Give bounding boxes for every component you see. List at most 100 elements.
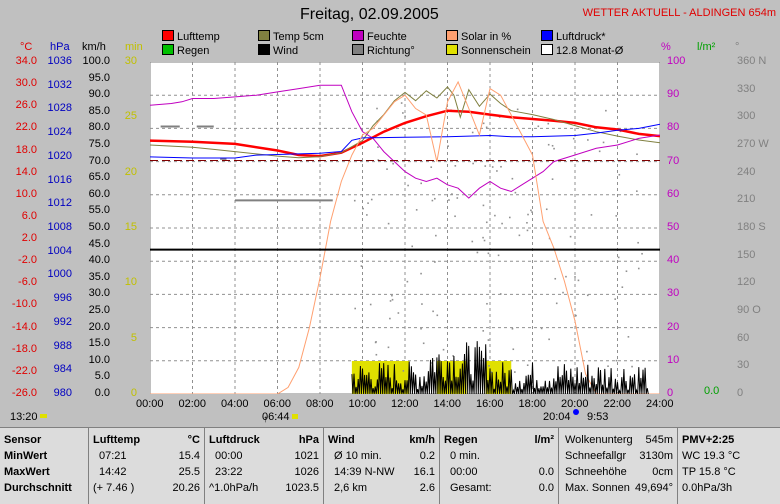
direction-dot [598, 150, 601, 153]
dir-tick-8: 120 [737, 276, 756, 289]
wind-tick-17: 15.0 [88, 337, 110, 350]
legend-label: Richtung° [367, 45, 415, 57]
pct-tick-2: 80 [667, 121, 680, 134]
dir-tick-9: 90 O [737, 304, 761, 316]
lufttemp-max: 25.5 [178, 466, 200, 478]
direction-dot [353, 199, 356, 202]
direction-dot [555, 302, 558, 305]
sensor-row-min: MinWert [4, 450, 48, 462]
direction-dot [362, 207, 364, 210]
luftdruck-trend: ^1.0hPa/h [209, 482, 259, 494]
legend-label: 12.8 Monat-Ø [556, 45, 624, 57]
direction-dot [553, 147, 555, 150]
direction-dot [488, 365, 490, 367]
direction-dot [476, 251, 479, 254]
direction-dot [387, 346, 390, 349]
wind-tick-15: 25.0 [88, 304, 110, 316]
press-tick-0: 1036 [47, 55, 72, 67]
direction-dot [397, 312, 400, 314]
sensor-column: Sensor MinWert MaxWert Durchschnitt [0, 428, 89, 504]
temp-tick-4: 18.0 [15, 143, 37, 156]
direction-dot [514, 191, 517, 194]
legend-swatch [541, 44, 553, 55]
direction-dot [526, 221, 528, 224]
direction-dot [636, 190, 638, 192]
direction-dot [484, 165, 487, 167]
wind-max: 16.1 [413, 466, 435, 478]
wind-bars [351, 341, 649, 394]
press-tick-6: 1012 [47, 197, 72, 210]
direction-dot [637, 241, 639, 244]
direction-dot [615, 215, 618, 217]
legend-swatch [352, 30, 364, 41]
wind-tick-13: 35.0 [88, 270, 110, 283]
direction-dot [451, 193, 453, 195]
direction-dot [526, 229, 529, 232]
wind-tick-0: 100.0 [82, 55, 110, 67]
pct-tick-1: 90 [667, 88, 680, 101]
x-tick-6: 12:00 [391, 398, 419, 410]
temp-tick-6: 10.0 [15, 187, 37, 200]
x-tick-4: 08:00 [306, 398, 334, 410]
regen-column: Regen l/m² 0 min. 00:00 0.0 Gesamt: 0.0 [440, 428, 559, 504]
moon-icon [573, 409, 579, 415]
wind-header: Wind [328, 434, 355, 446]
direction-dot [531, 211, 533, 213]
direction-dot [454, 215, 456, 218]
regen-header: Regen [444, 434, 478, 446]
wolken-label: Wolkenunterg [565, 434, 633, 446]
direction-dot [586, 350, 588, 353]
time-left: 13:20 [10, 411, 38, 423]
sun-marker-icon [40, 414, 47, 418]
luftdruck-unit: hPa [298, 434, 319, 446]
direction-dot [430, 166, 433, 168]
direction-dot [402, 112, 404, 114]
direction-dot [547, 122, 550, 125]
direction-dot [432, 310, 434, 313]
legend-item-0: Lufttemp [162, 30, 220, 43]
press-tick-13: 984 [53, 363, 72, 376]
legend-item-7: Richtung° [352, 44, 415, 57]
luftdruck-column: Luftdruck hPa 00:00 1021 23:22 1026 ^1.0hPa… [205, 428, 324, 504]
luftdruck-min: 1021 [294, 450, 319, 462]
wind-tick-2: 90.0 [88, 88, 110, 101]
pct-tick-8: 20 [667, 320, 680, 333]
series-line-2 [150, 84, 660, 199]
lufttemp-column: Lufttemp °C 07:21 15.4 14:42 25.5 (+ 7.46 )… [89, 428, 205, 504]
legend-swatch [162, 30, 174, 41]
legend-item-3: Solar in % [446, 30, 511, 43]
dir-tick-7: 150 [737, 248, 756, 261]
press-tick-3: 1024 [47, 126, 72, 139]
direction-dot [376, 107, 378, 110]
legend-item-1: Temp 5cm [258, 30, 324, 43]
wolken-value: 545m [645, 434, 673, 446]
min-tick-3: 15 [124, 221, 137, 233]
axis-header-press: hPa [50, 41, 70, 53]
direction-dot [491, 166, 494, 168]
sun-icon [292, 414, 298, 419]
dir-tick-0: 360 N [737, 55, 767, 67]
min-tick-6: 0 [130, 387, 137, 399]
direction-dot [548, 338, 550, 341]
min-tick-4: 10 [124, 276, 137, 289]
direction-dot [501, 222, 503, 225]
direction-dot [420, 182, 422, 185]
direction-dot [447, 145, 449, 147]
legend-item-4: Luftdruck* [541, 30, 606, 43]
direction-dot [511, 327, 514, 330]
sensor-row-avg: Durchschnitt [4, 482, 72, 494]
direction-dot [400, 102, 403, 104]
wind-run: 2,6 km [334, 482, 368, 494]
series-line-0 [150, 109, 660, 158]
x-tick-0: 00:00 [136, 398, 164, 410]
series-line-3 [150, 123, 660, 159]
direction-dot [537, 125, 540, 128]
legend-swatch [258, 44, 270, 55]
direction-dot [389, 300, 392, 302]
wind-gust-trace [351, 341, 649, 394]
direction-dot [420, 272, 422, 275]
legend-item-6: Wind [258, 44, 298, 57]
chart-title: Freitag, 02.09.2005 [300, 6, 439, 23]
direction-dot [569, 235, 572, 238]
direction-dot [377, 146, 379, 148]
